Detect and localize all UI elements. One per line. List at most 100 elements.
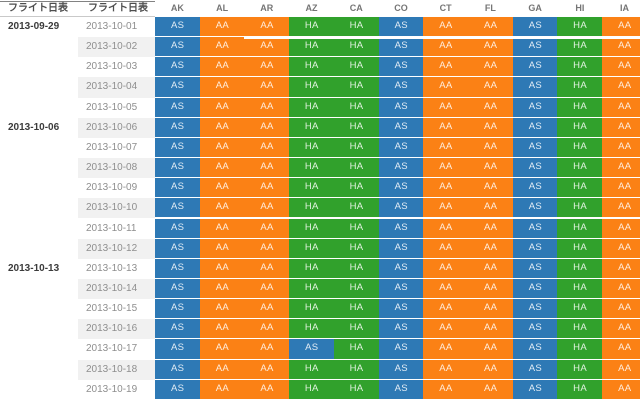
- column-header-ak[interactable]: AK: [170, 3, 184, 13]
- column-header-ar[interactable]: AR: [260, 3, 274, 13]
- airline-cell-2013-10-02-az[interactable]: HA: [289, 37, 335, 58]
- flight-date-label[interactable]: 2013-10-18: [78, 359, 155, 380]
- airline-cell-2013-10-05-al[interactable]: AA: [199, 97, 245, 118]
- week-group-label[interactable]: 2013-10-06: [8, 121, 60, 133]
- column-header-ca[interactable]: CA: [349, 3, 363, 13]
- flight-date-label[interactable]: 2013-10-17: [86, 343, 138, 355]
- airline-cell-2013-10-14-ca[interactable]: HA: [333, 278, 380, 300]
- airline-cell-2013-10-03-ca[interactable]: HA: [333, 57, 380, 78]
- flight-date-label[interactable]: 2013-10-16: [78, 319, 155, 340]
- airline-cell-2013-10-16-az[interactable]: HA: [289, 319, 335, 340]
- airline-cell-2013-10-14-az[interactable]: HA: [289, 278, 335, 300]
- airline-cell-2013-10-19-ct[interactable]: AA: [423, 379, 469, 400]
- airline-cell-2013-10-18-ca[interactable]: HA: [333, 359, 380, 380]
- airline-cell-2013-10-11-ia[interactable]: AA: [602, 218, 640, 239]
- airline-cell-2013-10-15-ia[interactable]: AA: [602, 299, 640, 320]
- airline-cell-2013-10-16-co[interactable]: AS: [378, 319, 424, 340]
- airline-cell-2013-10-09-al[interactable]: AA: [199, 178, 245, 199]
- airline-cell-2013-10-09-co[interactable]: AS: [378, 178, 424, 199]
- airline-cell-2013-10-07-co[interactable]: AS: [378, 137, 424, 159]
- flight-date-label[interactable]: 2013-10-05: [86, 101, 138, 113]
- flight-date-label[interactable]: 2013-10-07: [86, 141, 138, 153]
- airline-cell-2013-10-05-ia[interactable]: AA: [602, 97, 640, 118]
- airline-cell-2013-10-11-co[interactable]: AS: [378, 218, 424, 239]
- airline-cell-2013-10-02-ct[interactable]: AA: [423, 37, 469, 58]
- column-header-flight-date[interactable]: フライト日表: [88, 3, 148, 14]
- airline-cell-2013-10-16-ct[interactable]: AA: [423, 319, 469, 340]
- airline-cell-2013-10-02-al[interactable]: AA: [199, 37, 245, 58]
- airline-cell-2013-10-11-al[interactable]: AA: [199, 218, 245, 239]
- airline-cell-2013-10-09-ct[interactable]: AA: [423, 178, 469, 199]
- airline-cell-2013-10-04-az[interactable]: HA: [289, 77, 335, 98]
- airline-cell-2013-10-03-hi[interactable]: HA: [557, 57, 603, 78]
- airline-cell-2013-10-14-ak[interactable]: AS: [155, 278, 201, 300]
- airline-cell-2013-10-12-fl[interactable]: AA: [468, 238, 514, 259]
- airline-cell-2013-10-17-hi[interactable]: HA: [557, 339, 603, 360]
- flight-date-label[interactable]: 2013-10-19: [86, 383, 138, 395]
- airline-cell-2013-10-15-al[interactable]: AA: [199, 299, 245, 320]
- airline-cell-2013-10-04-fl[interactable]: AA: [468, 77, 514, 98]
- airline-cell-2013-10-06-ar[interactable]: AA: [244, 117, 290, 138]
- airline-cell-2013-10-07-ak[interactable]: AS: [155, 137, 201, 159]
- airline-cell-2013-10-07-az[interactable]: HA: [289, 137, 335, 159]
- airline-cell-2013-10-11-ar[interactable]: AA: [244, 218, 290, 239]
- airline-cell-2013-10-15-ga[interactable]: AS: [512, 299, 558, 320]
- airline-cell-2013-10-07-ga[interactable]: AS: [512, 137, 558, 159]
- airline-cell-2013-10-14-fl[interactable]: AA: [468, 278, 514, 300]
- week-group-label[interactable]: 2013-09-29: [8, 21, 60, 32]
- airline-cell-2013-10-11-az[interactable]: HA: [289, 218, 335, 239]
- airline-cell-2013-10-11-ga[interactable]: AS: [512, 218, 558, 239]
- column-header-fl[interactable]: FL: [484, 3, 496, 13]
- airline-cell-2013-10-15-ca[interactable]: HA: [333, 299, 380, 320]
- airline-cell-2013-10-08-ia[interactable]: AA: [602, 158, 640, 179]
- airline-cell-2013-10-12-al[interactable]: AA: [199, 238, 245, 259]
- airline-cell-2013-10-03-az[interactable]: HA: [289, 57, 335, 78]
- airline-cell-2013-10-04-al[interactable]: AA: [199, 77, 245, 98]
- flight-date-label[interactable]: 2013-10-01: [86, 21, 138, 32]
- airline-cell-2013-10-09-ga[interactable]: AS: [512, 178, 558, 199]
- airline-cell-2013-10-04-ak[interactable]: AS: [155, 77, 201, 98]
- airline-cell-2013-10-16-ca[interactable]: HA: [333, 319, 380, 340]
- airline-cell-2013-10-01-ak[interactable]: AS: [155, 17, 201, 38]
- airline-cell-2013-10-13-co[interactable]: AS: [378, 258, 424, 279]
- airline-cell-2013-10-02-hi[interactable]: HA: [557, 37, 603, 58]
- airline-cell-2013-10-19-al[interactable]: AA: [199, 379, 245, 400]
- airline-cell-2013-10-15-hi[interactable]: HA: [557, 299, 603, 320]
- airline-cell-2013-10-06-ca[interactable]: HA: [333, 117, 380, 138]
- flight-date-label[interactable]: 2013-10-02: [78, 37, 155, 58]
- airline-cell-2013-10-06-co[interactable]: AS: [378, 117, 424, 138]
- airline-cell-2013-10-15-ar[interactable]: AA: [244, 299, 290, 320]
- airline-cell-2013-10-19-ga[interactable]: AS: [512, 379, 558, 400]
- airline-cell-2013-10-12-ar[interactable]: AA: [244, 238, 290, 259]
- flight-date-label[interactable]: 2013-10-11: [86, 222, 137, 234]
- airline-cell-2013-10-10-ak[interactable]: AS: [155, 198, 201, 219]
- airline-cell-2013-10-18-hi[interactable]: HA: [557, 359, 603, 380]
- flight-date-label[interactable]: 2013-10-03: [86, 61, 138, 73]
- airline-cell-2013-10-14-ar[interactable]: AA: [244, 278, 290, 300]
- airline-cell-2013-10-11-ct[interactable]: AA: [423, 218, 469, 239]
- airline-cell-2013-10-16-al[interactable]: AA: [199, 319, 245, 340]
- airline-cell-2013-10-15-ak[interactable]: AS: [155, 299, 201, 320]
- airline-cell-2013-10-13-ca[interactable]: HA: [333, 258, 380, 279]
- airline-cell-2013-10-08-fl[interactable]: AA: [468, 158, 514, 179]
- airline-cell-2013-10-19-ca[interactable]: HA: [333, 379, 380, 400]
- airline-cell-2013-10-08-ga[interactable]: AS: [512, 158, 558, 179]
- airline-cell-2013-10-12-ia[interactable]: AA: [602, 238, 640, 259]
- column-header-flight-week[interactable]: フライト日表: [8, 3, 68, 14]
- airline-cell-2013-10-07-ar[interactable]: AA: [244, 137, 290, 159]
- airline-cell-2013-10-07-ca[interactable]: HA: [333, 137, 380, 159]
- airline-cell-2013-10-13-hi[interactable]: HA: [557, 258, 603, 279]
- airline-cell-2013-10-17-ak[interactable]: AS: [155, 339, 201, 360]
- airline-cell-2013-10-02-fl[interactable]: AA: [468, 37, 514, 58]
- airline-cell-2013-10-16-ga[interactable]: AS: [512, 319, 558, 340]
- week-group-label[interactable]: 2013-10-13: [8, 262, 60, 274]
- airline-cell-2013-10-01-co[interactable]: AS: [378, 17, 424, 38]
- airline-cell-2013-10-01-ca[interactable]: HA: [333, 17, 380, 38]
- airline-cell-2013-10-13-ak[interactable]: AS: [155, 258, 201, 279]
- airline-cell-2013-10-17-ia[interactable]: AA: [602, 339, 640, 360]
- airline-cell-2013-10-01-ct[interactable]: AA: [423, 17, 469, 38]
- column-header-hi[interactable]: HI: [575, 3, 585, 13]
- column-header-az[interactable]: AZ: [305, 3, 318, 13]
- airline-cell-2013-10-15-co[interactable]: AS: [378, 299, 424, 320]
- column-header-ct[interactable]: CT: [439, 3, 452, 13]
